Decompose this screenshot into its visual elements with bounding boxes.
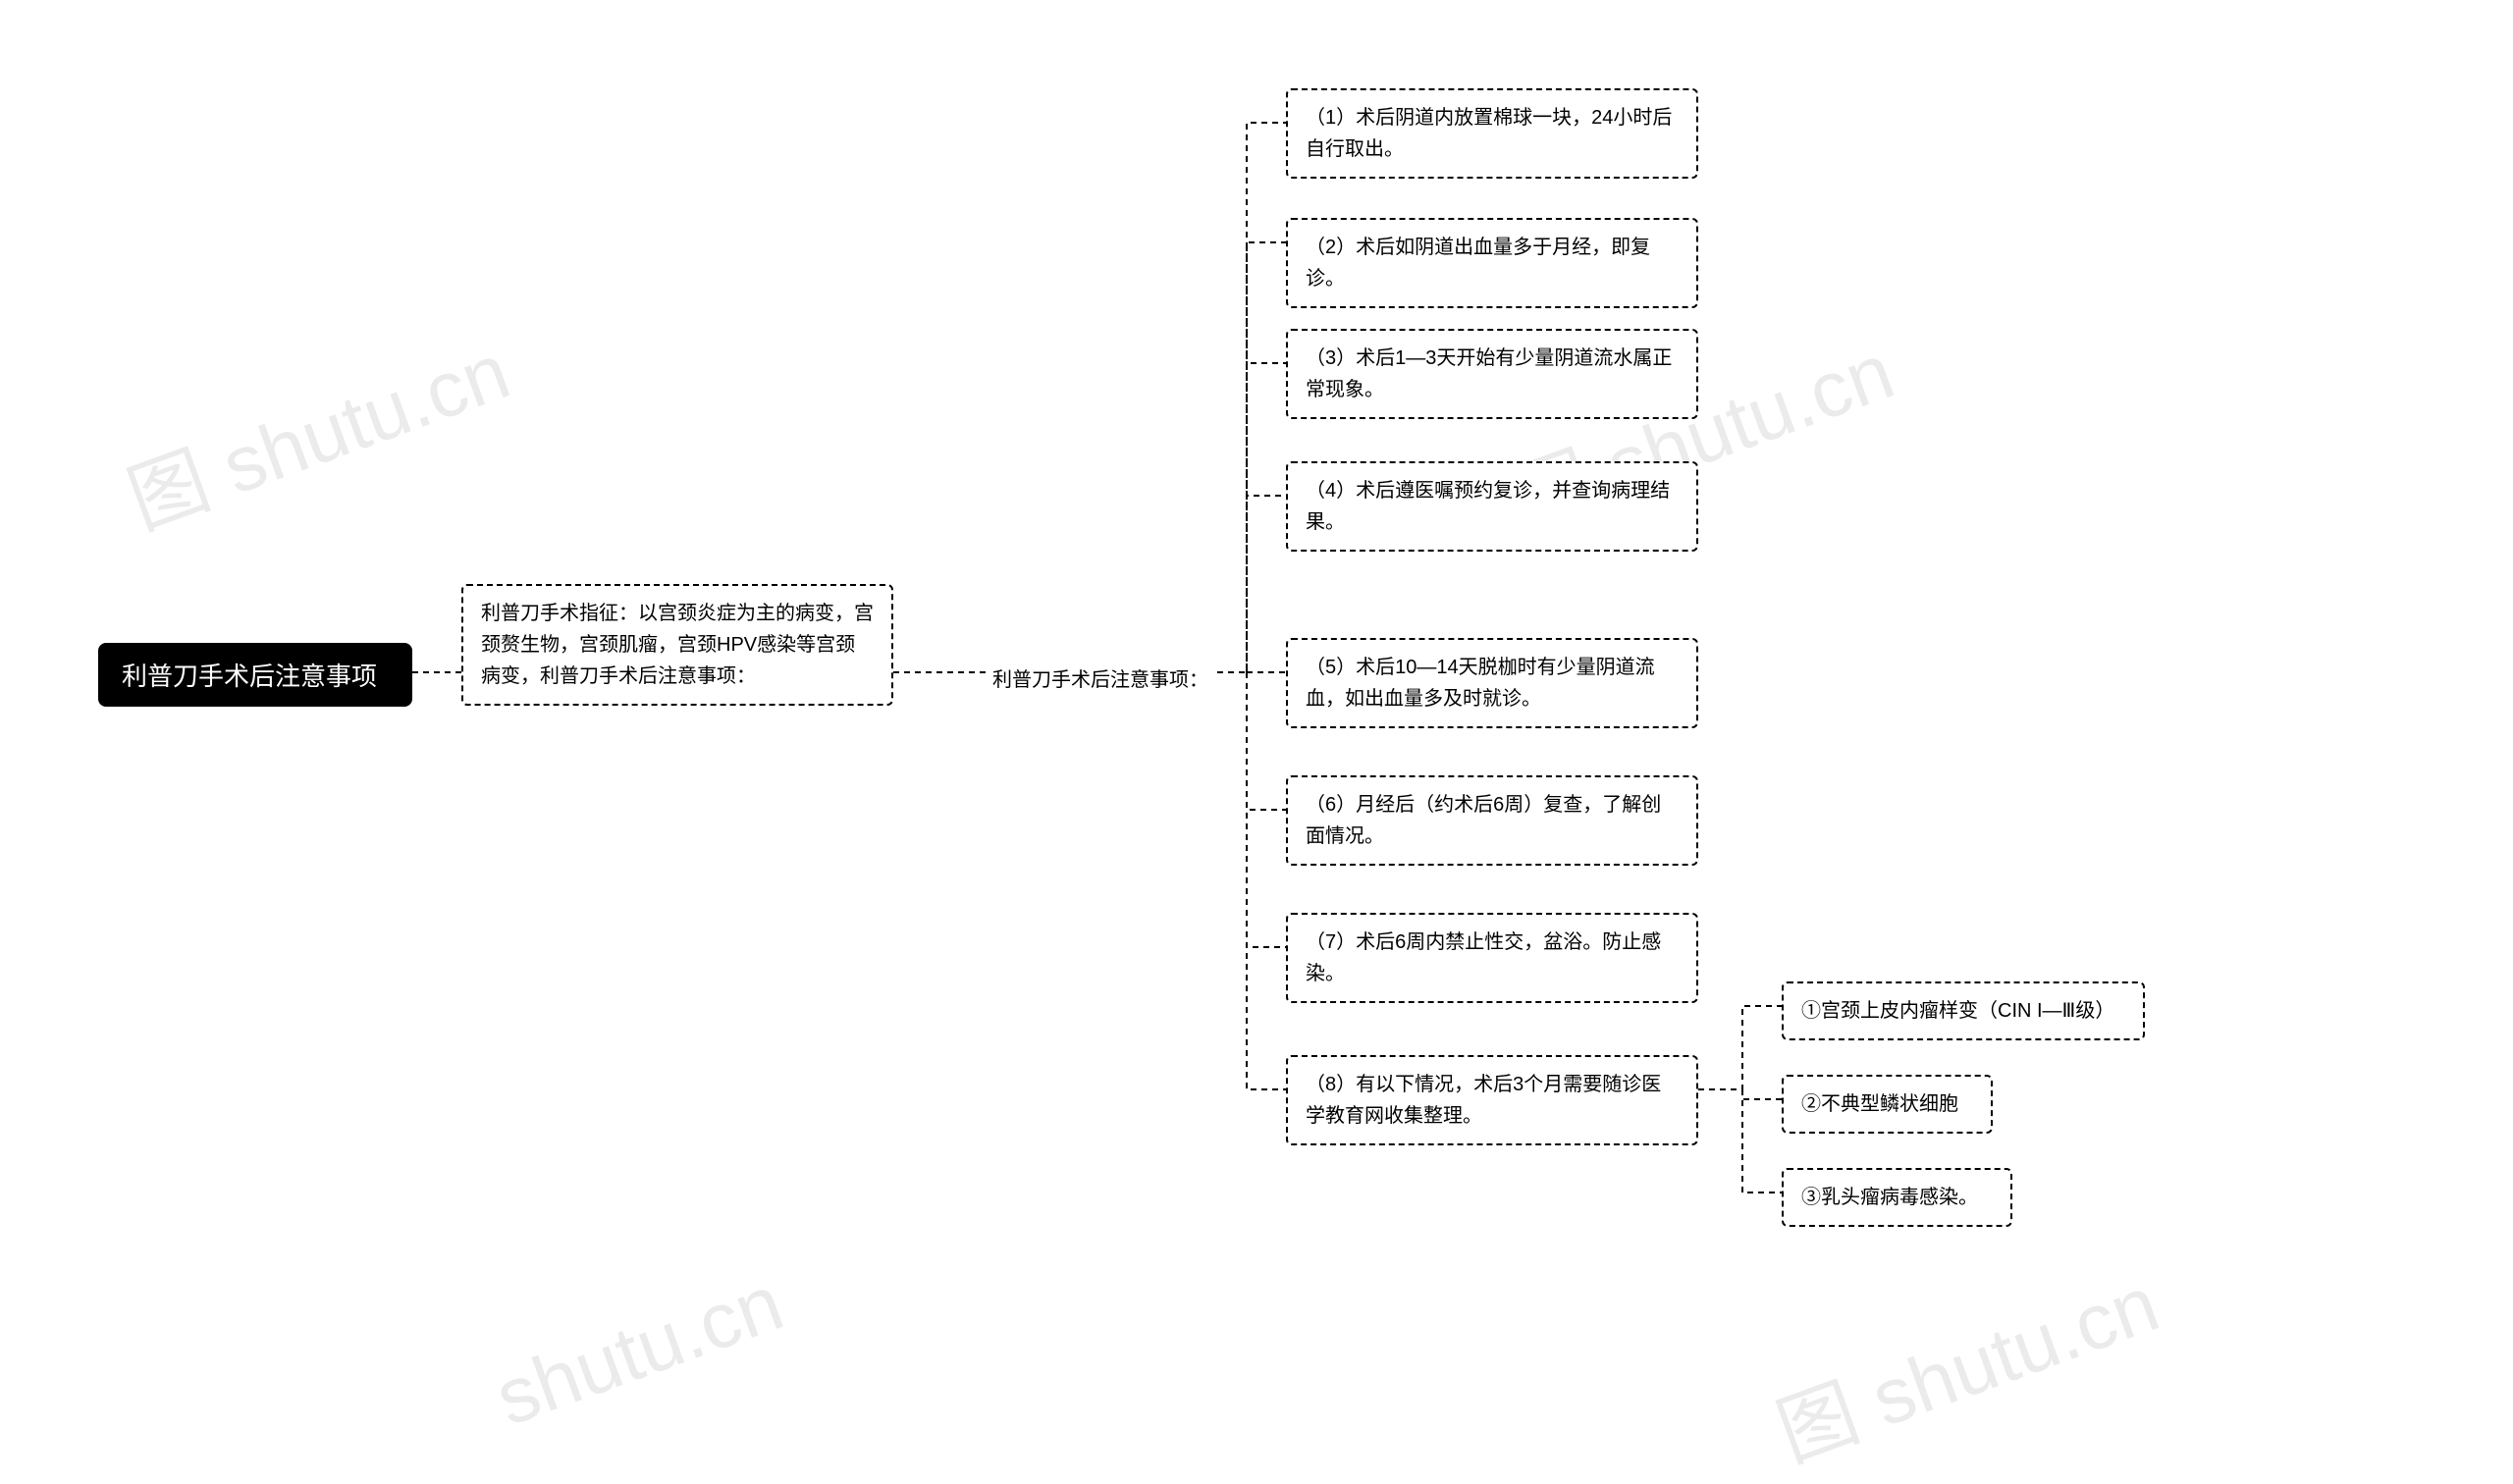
level1-node: 利普刀手术指征：以宫颈炎症为主的病变，宫颈赘生物，宫颈肌瘤，宫颈HPV感染等宫颈… bbox=[461, 584, 893, 706]
note-item-7: （7）术后6周内禁止性交，盆浴。防止感染。 bbox=[1286, 913, 1698, 1003]
subitem-3: ③乳头瘤病毒感染。 bbox=[1782, 1168, 2012, 1227]
watermark: 图 shutu.cn bbox=[1759, 1241, 2171, 1483]
branch-label: 利普刀手术后注意事项： bbox=[987, 660, 1214, 696]
note-item-4: （4）术后遵医嘱预约复诊，并查询病理结果。 bbox=[1286, 461, 1698, 552]
note-item-8: （8）有以下情况，术后3个月需要随诊医学教育网收集整理。 bbox=[1286, 1055, 1698, 1145]
note-item-1: （1）术后阴道内放置棉球一块，24小时后自行取出。 bbox=[1286, 88, 1698, 179]
root-node: 利普刀手术后注意事项 bbox=[98, 643, 412, 707]
watermark: shutu.cn bbox=[484, 1257, 794, 1444]
note-item-5: （5）术后10—14天脱枷时有少量阴道流血，如出血量多及时就诊。 bbox=[1286, 638, 1698, 728]
watermark: 图 shutu.cn bbox=[110, 308, 522, 551]
note-item-3: （3）术后1—3天开始有少量阴道流水属正常现象。 bbox=[1286, 329, 1698, 419]
note-item-6: （6）月经后（约术后6周）复查，了解创面情况。 bbox=[1286, 775, 1698, 866]
subitem-2: ②不典型鳞状细胞 bbox=[1782, 1075, 1993, 1134]
subitem-1: ①宫颈上皮内瘤样变（CIN I—Ⅲ级） bbox=[1782, 981, 2145, 1040]
note-item-2: （2）术后如阴道出血量多于月经，即复诊。 bbox=[1286, 218, 1698, 308]
